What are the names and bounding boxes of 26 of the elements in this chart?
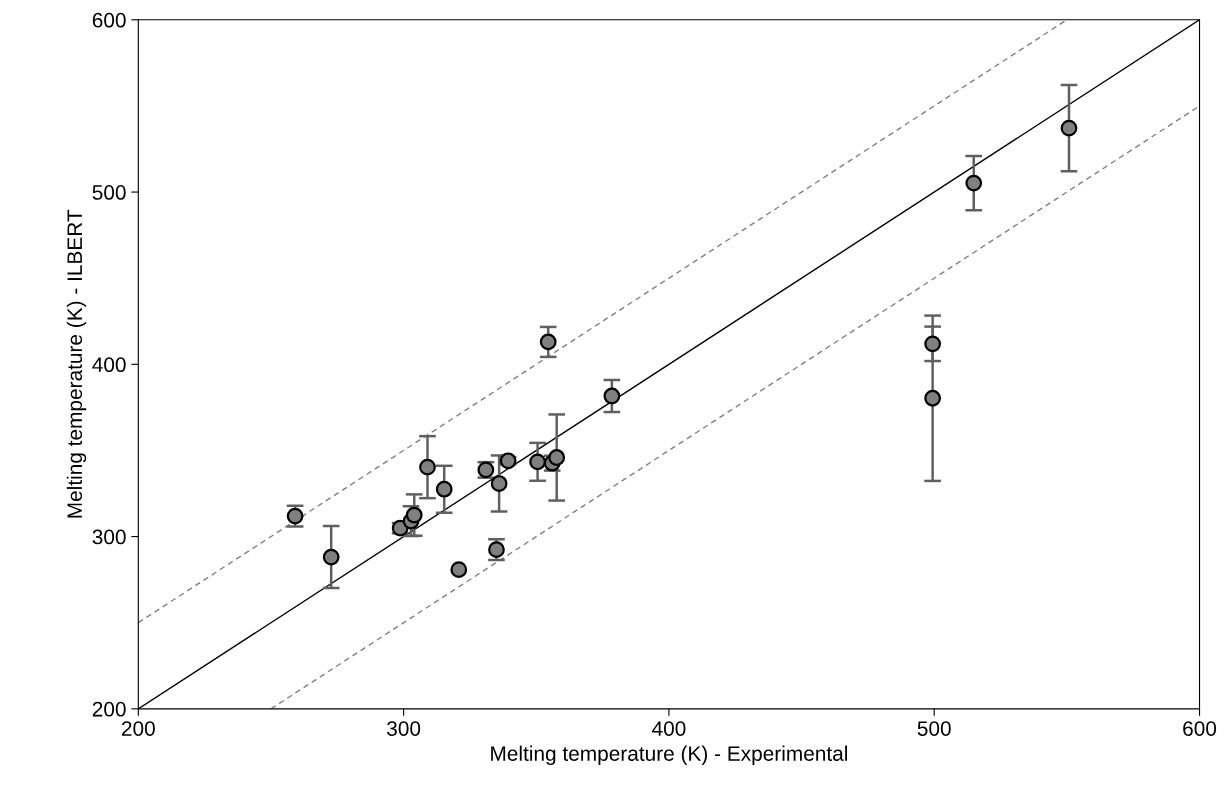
y-tick-label: 400	[92, 357, 126, 373]
y-tick-label: 200	[92, 701, 126, 717]
point	[965, 174, 983, 192]
x-tick-label: 300	[387, 721, 421, 736]
point	[405, 506, 423, 524]
point	[539, 333, 557, 351]
point	[603, 387, 621, 405]
point	[924, 335, 942, 353]
x-tick-label: 500	[917, 721, 951, 736]
point	[1060, 119, 1078, 137]
point	[529, 453, 546, 471]
point	[450, 561, 468, 579]
point	[419, 458, 436, 476]
x-tick-label: 400	[652, 721, 686, 736]
point	[435, 480, 453, 498]
x-axis-title: Melting temperature (K) - Experimental	[491, 745, 847, 766]
y-axis-title: Melting temperature (K) - ILBERT	[66, 209, 87, 518]
x-tick-label: 600	[1183, 721, 1217, 736]
y-tick-label: 500	[92, 185, 126, 200]
point	[924, 389, 942, 407]
y-tick-label: 600	[92, 12, 126, 28]
x-tick-label: 200	[121, 721, 155, 736]
y-tick-label: 300	[92, 529, 126, 545]
point	[548, 449, 566, 466]
point	[490, 475, 508, 492]
point	[322, 548, 340, 566]
